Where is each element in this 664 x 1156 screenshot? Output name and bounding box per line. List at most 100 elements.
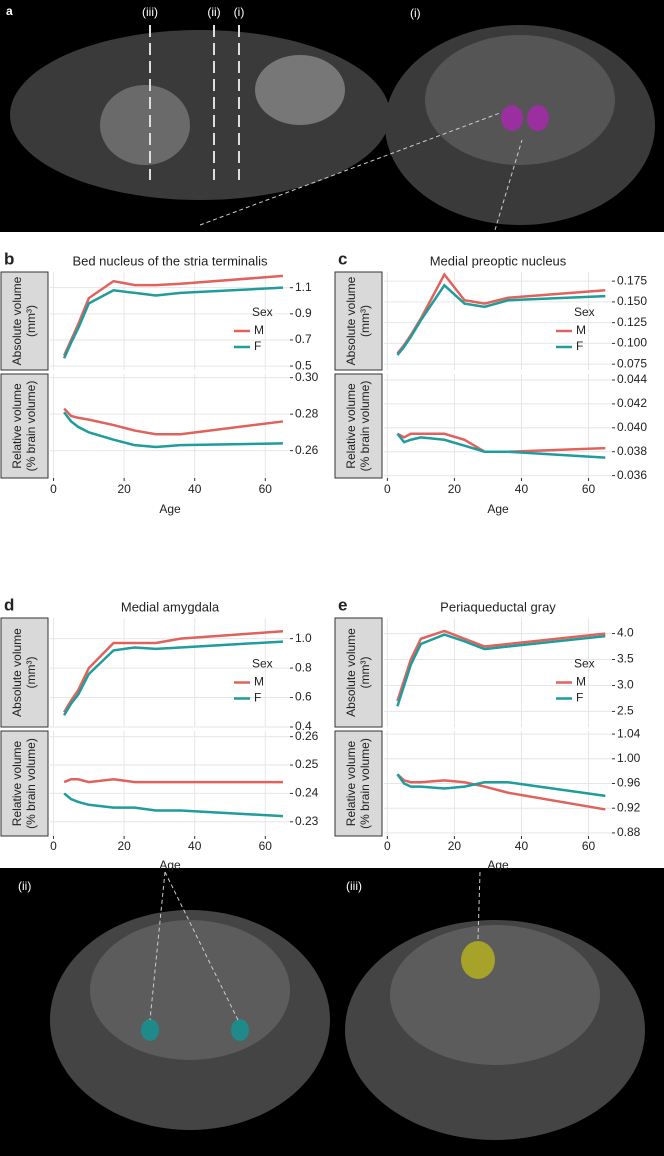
y-axis-label: Absolute volume bbox=[344, 628, 358, 717]
ylabel-box bbox=[0, 271, 49, 371]
roi-medial-amygdala bbox=[231, 1019, 249, 1041]
series-line bbox=[63, 640, 284, 716]
cortex bbox=[390, 925, 600, 1065]
y-axis-label: (mm³) bbox=[24, 657, 38, 689]
y-tick-label: 0.175 bbox=[617, 273, 647, 287]
legend-title: Sex bbox=[252, 305, 273, 319]
ylabel-box bbox=[334, 373, 383, 479]
x-tick-label: 60 bbox=[582, 839, 596, 853]
series-line bbox=[396, 633, 606, 707]
roi-bnst bbox=[527, 105, 549, 131]
x-tick-label: 60 bbox=[259, 482, 273, 496]
y-axis-label: (% brain volume) bbox=[358, 381, 372, 472]
y-tick-label: 0.4 bbox=[295, 719, 312, 733]
roi-periaqueductal-gray bbox=[461, 941, 495, 979]
olfactory-bulb bbox=[255, 55, 345, 125]
ylabel-box bbox=[0, 730, 49, 837]
panel-label: c bbox=[338, 249, 347, 268]
ylabel-box bbox=[334, 617, 383, 728]
x-tick-label: 40 bbox=[515, 482, 529, 496]
y-tick-label: 0.044 bbox=[617, 372, 647, 386]
pointer-arrow bbox=[199, 112, 501, 226]
legend-label: F bbox=[254, 691, 261, 705]
y-tick-label: 0.038 bbox=[617, 444, 647, 458]
plot-area bbox=[384, 374, 612, 478]
y-tick-label: 0.125 bbox=[617, 315, 647, 329]
pointer-arrow bbox=[149, 871, 166, 1021]
x-tick-label: 20 bbox=[448, 482, 462, 496]
y-tick-label: 3.0 bbox=[617, 678, 634, 692]
legend-label: F bbox=[576, 339, 583, 353]
y-tick-label: 1.04 bbox=[617, 726, 641, 740]
y-axis-label: (% brain volume) bbox=[24, 738, 38, 829]
x-tick-label: 0 bbox=[50, 482, 57, 496]
x-axis-label: Age bbox=[487, 502, 509, 516]
y-tick-label: 0.040 bbox=[617, 420, 647, 434]
x-axis-label: Age bbox=[487, 858, 509, 872]
y-tick-label: 0.036 bbox=[617, 468, 647, 482]
ylabel-box bbox=[334, 730, 383, 837]
series-line bbox=[396, 773, 606, 811]
y-axis-label: (mm³) bbox=[358, 657, 372, 689]
legend-label: M bbox=[254, 323, 264, 337]
pointer-arrow bbox=[477, 871, 481, 941]
legend-label: F bbox=[254, 339, 261, 353]
x-tick-label: 0 bbox=[384, 482, 391, 496]
roi-medial-amygdala bbox=[141, 1019, 159, 1041]
y-axis-label: (% brain volume) bbox=[24, 381, 38, 472]
y-tick-label: 0.9 bbox=[295, 306, 312, 320]
chart-title: Bed nucleus of the stria terminalis bbox=[72, 253, 268, 268]
x-tick-label: 60 bbox=[582, 482, 596, 496]
y-axis-label: (% brain volume) bbox=[358, 738, 372, 829]
y-axis-label: Relative volume bbox=[10, 740, 24, 826]
series-line bbox=[62, 286, 284, 359]
x-axis-label: Age bbox=[159, 858, 181, 872]
chart-title: Periaqueductal gray bbox=[440, 599, 556, 614]
y-tick-label: 4.0 bbox=[617, 626, 634, 640]
series-line bbox=[63, 411, 283, 449]
x-tick-label: 20 bbox=[117, 482, 131, 496]
ylabel-box bbox=[0, 617, 49, 728]
y-tick-label: 2.5 bbox=[617, 704, 634, 718]
sagittal-brain bbox=[10, 30, 390, 200]
x-tick-label: 40 bbox=[188, 839, 202, 853]
y-tick-label: 0.28 bbox=[295, 406, 319, 420]
slice-label: (ii) bbox=[18, 879, 31, 893]
x-axis-label: Age bbox=[159, 502, 181, 516]
y-axis-label: Absolute volume bbox=[10, 276, 24, 365]
legend-label: F bbox=[576, 691, 583, 705]
series-line bbox=[63, 792, 284, 818]
chart-title: Medial amygdala bbox=[121, 599, 220, 614]
y-axis-label: (mm³) bbox=[358, 305, 372, 337]
series-line bbox=[396, 283, 606, 356]
series-line bbox=[396, 629, 606, 702]
y-axis-label: Absolute volume bbox=[10, 628, 24, 717]
ylabel-box bbox=[0, 373, 49, 479]
slice-label: (iii) bbox=[346, 879, 362, 893]
roi-bnst bbox=[501, 105, 523, 131]
slice-label: (iii) bbox=[142, 5, 158, 19]
chart-title: Medial preoptic nucleus bbox=[430, 253, 567, 268]
y-tick-label: 0.075 bbox=[617, 356, 647, 370]
y-tick-label: 0.26 bbox=[295, 729, 319, 743]
series-line bbox=[396, 773, 606, 798]
plot-area bbox=[384, 618, 612, 727]
y-tick-label: 0.96 bbox=[617, 776, 641, 790]
y-tick-label: 0.26 bbox=[295, 443, 319, 457]
y-tick-label: 3.5 bbox=[617, 652, 634, 666]
legend-label: M bbox=[254, 675, 264, 689]
y-tick-label: 1.00 bbox=[617, 751, 641, 765]
ylabel-box bbox=[334, 271, 383, 371]
y-tick-label: 1.0 bbox=[295, 631, 312, 645]
series-line bbox=[62, 274, 284, 357]
x-tick-label: 0 bbox=[50, 839, 57, 853]
x-tick-label: 40 bbox=[515, 839, 529, 853]
y-tick-label: 0.23 bbox=[295, 814, 319, 828]
y-tick-label: 0.88 bbox=[617, 825, 641, 839]
x-tick-label: 20 bbox=[448, 839, 462, 853]
plot-area bbox=[384, 272, 612, 370]
legend-title: Sex bbox=[574, 657, 595, 671]
x-tick-label: 40 bbox=[188, 482, 202, 496]
y-tick-label: 0.5 bbox=[295, 358, 312, 372]
cortex bbox=[425, 35, 615, 165]
